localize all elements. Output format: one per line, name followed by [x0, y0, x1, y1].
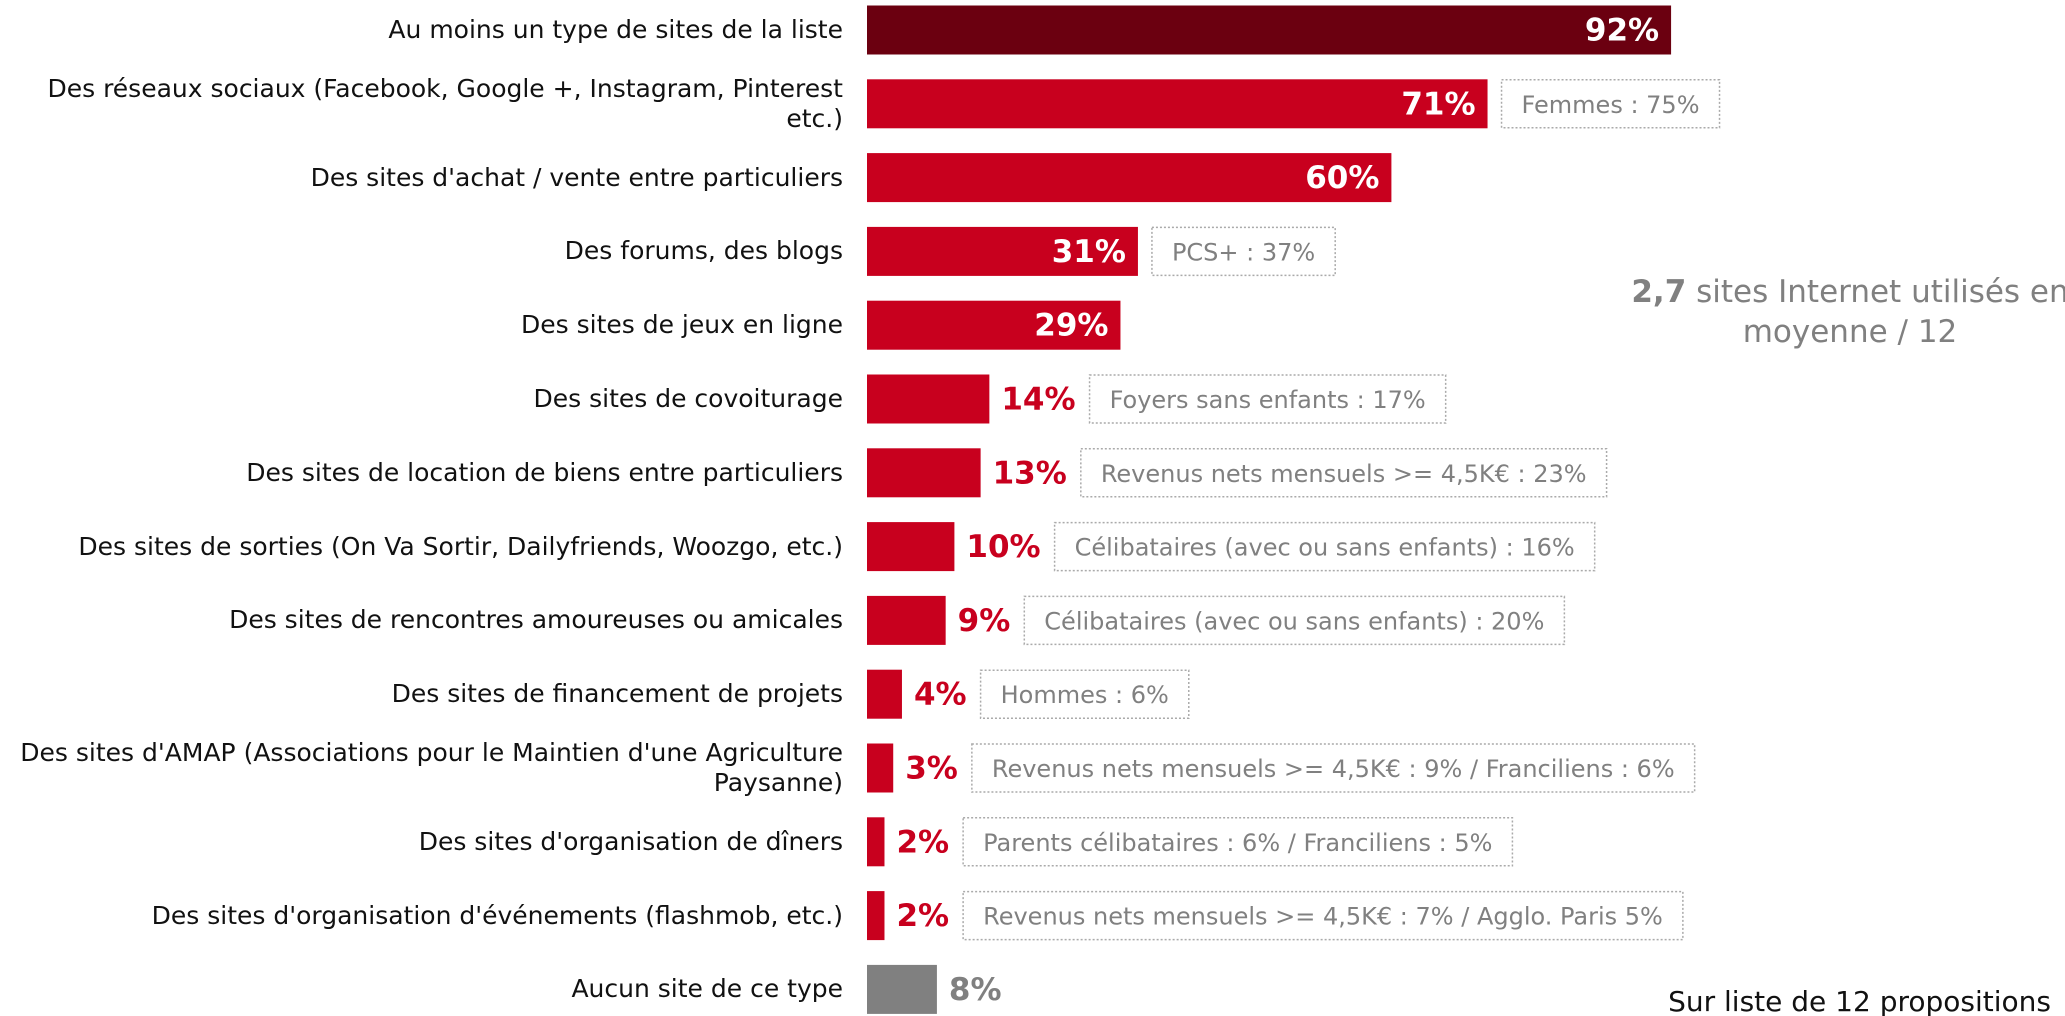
- value-label: 3%: [905, 751, 958, 787]
- value-label: 14%: [1001, 382, 1075, 418]
- category-label: Des sites de location de biens entre par…: [246, 457, 843, 487]
- bar: [867, 743, 894, 793]
- category-label: Des forums, des blogs: [564, 236, 843, 266]
- category-label: Des sites de rencontres amoureuses ou am…: [229, 605, 843, 635]
- category-label: Des sites d'achat / vente entre particul…: [310, 162, 843, 192]
- annotation: Revenus nets mensuels >= 4,5K€ : 7% / Ag…: [983, 903, 1663, 931]
- annotation: Célibataires (avec ou sans enfants) : 16…: [1075, 534, 1575, 562]
- annotation: Femmes : 75%: [1522, 91, 1700, 119]
- category-label: Des sites de covoiturage: [533, 384, 844, 413]
- footnote: Sur liste de 12 propositions: [1668, 985, 2051, 1016]
- value-label: 29%: [1034, 308, 1108, 344]
- category-label: Des sites d'organisation d'événements (f…: [151, 900, 843, 930]
- side-note: 2,7 sites Internet utilisés en moyenne /…: [1620, 272, 2065, 352]
- annotation-box: [1088, 374, 1447, 424]
- value-label: 31%: [1052, 234, 1126, 270]
- bar: [867, 964, 937, 1014]
- value-label: 13%: [993, 455, 1067, 491]
- category-label: Des sites de sorties (On Va Sortir, Dail…: [78, 531, 843, 561]
- category-label: Des sites d'organisation de dîners: [418, 826, 843, 856]
- side-note-text: sites Internet utilisés en moyenne / 12: [1696, 274, 2065, 350]
- value-label: 9%: [958, 603, 1011, 639]
- annotation: PCS+ : 37%: [1172, 238, 1315, 266]
- bar: [867, 448, 981, 498]
- value-label: 71%: [1401, 86, 1475, 122]
- value-label: 8%: [949, 972, 1002, 1008]
- bar: [867, 817, 885, 867]
- bar: [867, 669, 902, 719]
- bar: [867, 79, 1488, 129]
- bar: [867, 374, 990, 424]
- annotation: Foyers sans enfants : 17%: [1110, 386, 1426, 414]
- side-note-value: 2,7: [1631, 274, 1687, 310]
- category-label: Des réseaux sociaux (Facebook, Google +,…: [47, 73, 843, 133]
- value-label: 2%: [896, 824, 949, 860]
- bar: [867, 522, 955, 572]
- bar: [867, 300, 1121, 350]
- category-label: Au moins un type de sites de la liste: [388, 15, 843, 44]
- annotation-box: [962, 817, 1514, 867]
- annotation: Revenus nets mensuels >= 4,5K€ : 9% / Fr…: [992, 755, 1675, 783]
- value-label: 4%: [914, 677, 967, 713]
- annotation: Revenus nets mensuels >= 4,5K€ : 23%: [1101, 460, 1587, 488]
- bar: [867, 226, 1138, 276]
- category-label: Des sites d'AMAP (Associations pour le M…: [20, 738, 843, 797]
- value-label: 10%: [966, 529, 1040, 565]
- annotation-box: [1023, 595, 1566, 646]
- value-label: 2%: [896, 898, 949, 934]
- annotation: Parents célibataires : 6% / Franciliens …: [983, 829, 1492, 857]
- annotation-box: [979, 669, 1190, 719]
- annotation-box: [1080, 448, 1608, 498]
- annotation-box: [1053, 521, 1596, 572]
- annotation: Célibataires (avec ou sans enfants) : 20…: [1044, 607, 1544, 635]
- annotation: Hommes : 6%: [1001, 681, 1169, 709]
- bar: [867, 5, 1672, 55]
- category-label: Des sites de financement de projets: [391, 679, 843, 709]
- category-label: Des sites de jeux en ligne: [521, 310, 843, 340]
- bar: [867, 153, 1392, 203]
- annotation-box: [971, 743, 1696, 793]
- bar: [867, 595, 946, 645]
- bar: [867, 891, 885, 941]
- value-label: 92%: [1585, 13, 1659, 49]
- value-label: 60%: [1305, 160, 1379, 196]
- category-label: Aucun site de ce type: [571, 974, 843, 1004]
- annotation-box: [1500, 79, 1721, 129]
